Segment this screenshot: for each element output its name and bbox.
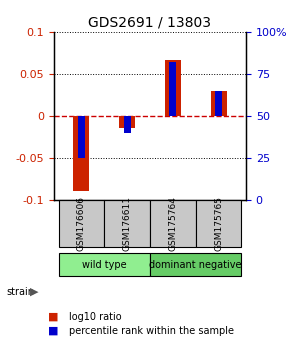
Bar [169, 62, 176, 116]
FancyBboxPatch shape [58, 253, 150, 276]
FancyBboxPatch shape [104, 200, 150, 247]
Bar [165, 59, 181, 116]
Bar [124, 116, 131, 133]
Bar [119, 116, 135, 129]
Bar [211, 91, 226, 116]
FancyBboxPatch shape [150, 253, 242, 276]
FancyBboxPatch shape [58, 200, 104, 247]
Text: ▶: ▶ [30, 287, 38, 297]
FancyBboxPatch shape [196, 200, 242, 247]
Text: dominant negative: dominant negative [149, 260, 242, 270]
Text: wild type: wild type [82, 260, 127, 270]
Text: ■: ■ [48, 326, 58, 336]
Text: GSM175765: GSM175765 [214, 196, 223, 251]
Text: ■: ■ [48, 312, 58, 322]
Text: log10 ratio: log10 ratio [69, 312, 122, 322]
Bar [215, 91, 222, 116]
Text: GSM176606: GSM176606 [77, 196, 86, 251]
Text: GSM175764: GSM175764 [168, 196, 177, 251]
Bar [74, 116, 89, 192]
Title: GDS2691 / 13803: GDS2691 / 13803 [88, 15, 212, 29]
Text: strain: strain [6, 287, 34, 297]
Text: GSM176611: GSM176611 [123, 196, 132, 251]
Bar [78, 116, 85, 158]
Text: percentile rank within the sample: percentile rank within the sample [69, 326, 234, 336]
FancyBboxPatch shape [150, 200, 196, 247]
